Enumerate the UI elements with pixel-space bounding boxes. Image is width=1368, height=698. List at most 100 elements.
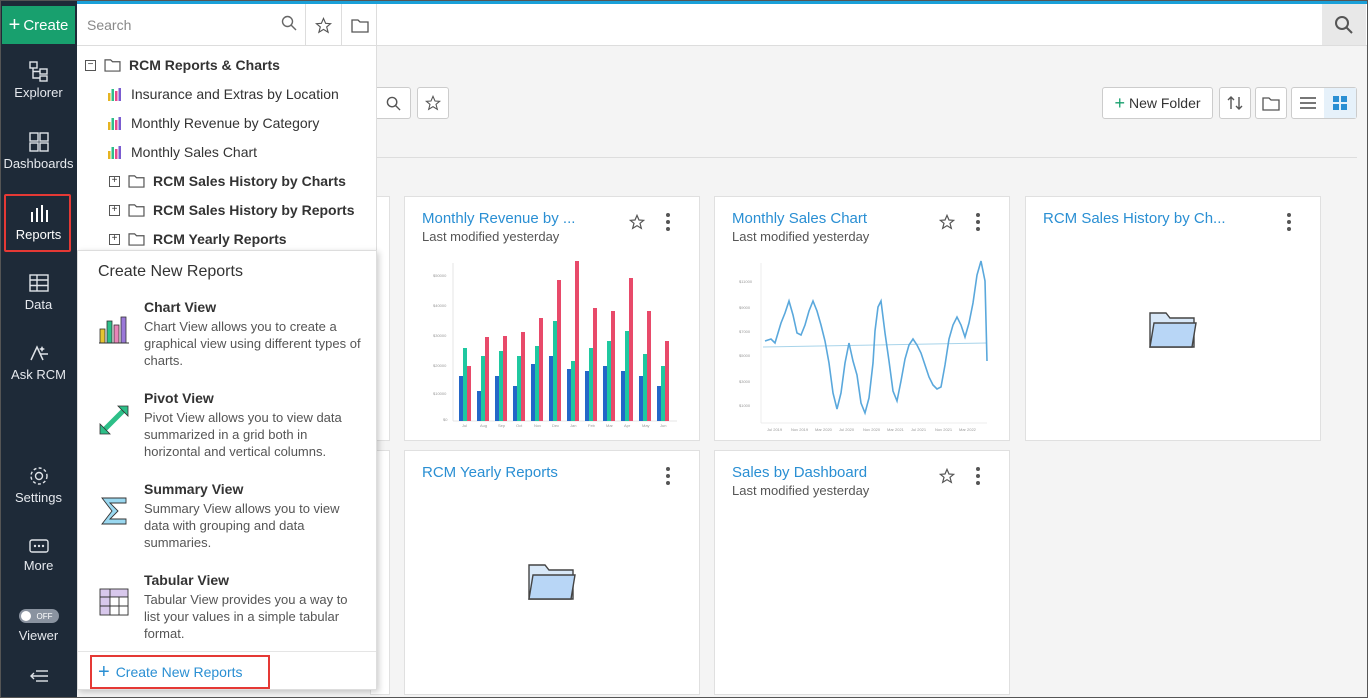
star-icon xyxy=(425,95,441,111)
nav-ask-rcm[interactable]: Ask RCM xyxy=(0,342,77,382)
tree-item-chart[interactable]: Monthly Sales Chart xyxy=(107,138,257,166)
nav-more[interactable]: More xyxy=(0,537,77,573)
nav-reports[interactable]: Reports xyxy=(0,202,77,242)
nav-reports-label: Reports xyxy=(15,227,62,242)
card-title[interactable]: Sales by Dashboard xyxy=(732,464,868,481)
tree-search-input[interactable]: Search xyxy=(87,17,132,33)
report-card[interactable]: Monthly Revenue by ... Last modified yes… xyxy=(404,196,700,441)
tabular-view-option[interactable]: Tabular View Tabular View provides you a… xyxy=(98,572,368,642)
tree-item-label: Monthly Revenue by Category xyxy=(131,115,320,131)
nav-data-label: Data xyxy=(24,297,53,312)
more-options-icon[interactable] xyxy=(976,213,980,234)
folder-card[interactable]: RCM Sales History by Ch... xyxy=(1025,196,1321,441)
report-card[interactable]: Monthly Sales Chart Last modified yester… xyxy=(714,196,1010,441)
svg-text:Nov: Nov xyxy=(534,423,541,428)
more-options-icon[interactable] xyxy=(666,213,670,234)
nav-dashboards[interactable]: Dashboards xyxy=(0,131,77,171)
tree-subfolder[interactable]: + RCM Yearly Reports xyxy=(109,225,287,253)
chart-report-icon xyxy=(108,88,121,101)
option-description: Chart View allows you to create a graphi… xyxy=(144,319,361,368)
viewer-toggle[interactable]: OFF xyxy=(18,609,59,623)
search-icon[interactable] xyxy=(281,15,297,31)
tree-folder-button[interactable] xyxy=(341,4,377,46)
svg-text:Jan: Jan xyxy=(570,423,576,428)
sales-line xyxy=(764,260,988,416)
card-title[interactable]: RCM Sales History by Ch... xyxy=(1043,210,1226,227)
left-navigation: + Create Explorer Dashboards Reports Dat… xyxy=(0,0,77,698)
reports-highlight-box xyxy=(4,194,71,252)
favorite-star-button[interactable] xyxy=(938,213,956,235)
option-description: Tabular View provides you a way to list … xyxy=(144,592,348,641)
collapse-icon[interactable]: − xyxy=(85,59,96,71)
folder-card[interactable]: RCM Yearly Reports xyxy=(404,450,700,695)
pivot-view-option[interactable]: Pivot View Pivot View allows you to view… xyxy=(98,390,368,460)
create-new-reports-label: Create New Reports xyxy=(115,664,243,680)
create-button[interactable]: + Create xyxy=(2,6,75,44)
tree-folder-label: RCM Sales History by Reports xyxy=(153,202,355,218)
nav-settings[interactable]: Settings xyxy=(0,465,77,505)
option-name: Tabular View xyxy=(144,572,230,588)
tree-item-chart[interactable]: Insurance and Extras by Location xyxy=(107,80,339,108)
favorite-star-button[interactable] xyxy=(628,213,646,235)
tree-subfolder[interactable]: + RCM Sales History by Charts xyxy=(109,167,346,195)
sort-button[interactable] xyxy=(1219,87,1251,119)
list-view-button[interactable] xyxy=(1292,88,1324,118)
card-title[interactable]: RCM Yearly Reports xyxy=(422,464,558,481)
svg-text:$11000: $11000 xyxy=(739,279,753,284)
collapse-menu-icon xyxy=(29,670,48,682)
svg-text:Oct: Oct xyxy=(516,423,523,428)
folder-view-button[interactable] xyxy=(1255,87,1287,119)
svg-text:Sep: Sep xyxy=(498,423,506,428)
favorites-filter-button[interactable] xyxy=(417,87,449,119)
chart-report-icon xyxy=(108,146,121,159)
global-search-button[interactable] xyxy=(1322,4,1366,45)
expand-icon[interactable]: + xyxy=(109,175,120,187)
search-icon xyxy=(1335,15,1353,34)
new-folder-button[interactable]: + New Folder xyxy=(1102,87,1213,119)
svg-text:Jul 2020: Jul 2020 xyxy=(839,427,855,432)
grid-view-button[interactable] xyxy=(1324,88,1356,118)
content-search-button[interactable] xyxy=(377,87,411,119)
create-new-reports-link[interactable]: + Create New Reports xyxy=(90,655,270,689)
new-folder-label: New Folder xyxy=(1128,95,1201,111)
card-title[interactable]: Monthly Sales Chart xyxy=(732,210,868,227)
more-options-icon[interactable] xyxy=(666,467,670,488)
svg-text:Jul 2019: Jul 2019 xyxy=(767,427,783,432)
expand-icon[interactable]: + xyxy=(109,204,120,216)
svg-text:Jul: Jul xyxy=(462,423,467,428)
svg-text:May: May xyxy=(642,423,650,428)
folder-icon xyxy=(128,204,145,217)
more-options-icon[interactable] xyxy=(1287,213,1291,234)
svg-text:Jun: Jun xyxy=(660,423,666,428)
data-icon xyxy=(28,274,49,292)
search-icon xyxy=(386,96,401,111)
folder-icon xyxy=(1262,96,1280,111)
nav-dashboards-label: Dashboards xyxy=(3,156,74,171)
option-description: Pivot View allows you to view data summa… xyxy=(144,410,342,459)
tree-item-chart[interactable]: Monthly Revenue by Category xyxy=(107,109,319,137)
tree-folder-label: RCM Yearly Reports xyxy=(153,231,287,247)
svg-text:Nov 2019: Nov 2019 xyxy=(791,427,809,432)
svg-text:Nov 2021: Nov 2021 xyxy=(935,427,953,432)
nav-data[interactable]: Data xyxy=(0,272,77,312)
nav-explorer[interactable]: Explorer xyxy=(0,60,77,100)
tree-item-label: Insurance and Extras by Location xyxy=(131,86,339,102)
star-icon xyxy=(315,16,332,33)
tree-root-folder[interactable]: − RCM Reports & Charts xyxy=(85,51,280,79)
expand-icon[interactable]: + xyxy=(109,233,120,245)
collapse-menu-button[interactable] xyxy=(0,668,77,687)
tree-subfolder[interactable]: + RCM Sales History by Reports xyxy=(109,196,355,224)
report-card[interactable]: Sales by Dashboard Last modified yesterd… xyxy=(714,450,1010,695)
nav-viewer-label: Viewer xyxy=(18,628,59,643)
svg-text:$3000: $3000 xyxy=(739,379,751,384)
svg-text:$20000: $20000 xyxy=(433,363,447,368)
ask-rcm-icon xyxy=(29,345,48,361)
tree-favorites-button[interactable] xyxy=(305,4,341,46)
card-title[interactable]: Monthly Revenue by ... xyxy=(422,210,576,227)
summary-view-option[interactable]: Summary View Summary View allows you to … xyxy=(98,481,368,551)
nav-viewer[interactable]: OFF Viewer xyxy=(0,609,77,643)
viewer-toggle-text: OFF xyxy=(36,611,53,621)
more-options-icon[interactable] xyxy=(976,467,980,488)
chart-view-option[interactable]: Chart View Chart View allows you to crea… xyxy=(98,299,368,369)
favorite-star-button[interactable] xyxy=(938,467,956,489)
